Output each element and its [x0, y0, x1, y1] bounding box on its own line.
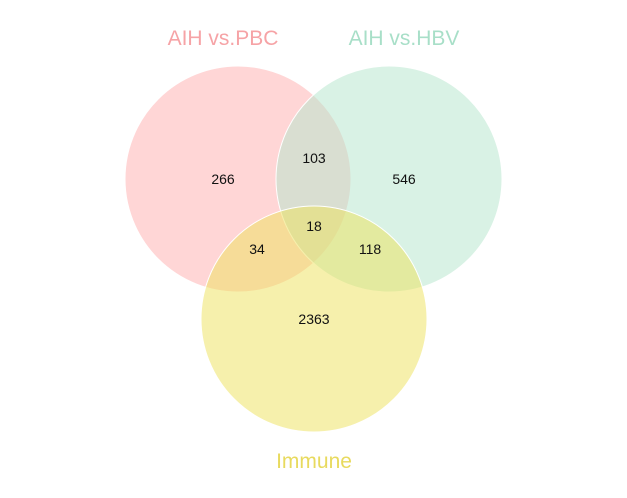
- region-count-hbv-immune-overlap: 118: [359, 241, 382, 257]
- region-count-all-three-overlap: 18: [306, 218, 322, 234]
- set-label-aih-vs-pbc: AIH vs.PBC: [168, 27, 279, 50]
- region-count-aih-vs-pbc-only: 266: [211, 171, 235, 187]
- region-count-aih-vs-hbv-only: 546: [392, 171, 416, 187]
- set-label-immune: Immune: [276, 450, 352, 473]
- set-circle-immune: [200, 205, 428, 433]
- region-count-pbc-immune-overlap: 34: [249, 241, 265, 257]
- circles-group: [124, 65, 503, 433]
- set-label-aih-vs-hbv: AIH vs.HBV: [349, 27, 460, 50]
- region-count-pbc-hbv-overlap: 103: [302, 150, 326, 166]
- region-count-immune-only: 2363: [298, 311, 329, 327]
